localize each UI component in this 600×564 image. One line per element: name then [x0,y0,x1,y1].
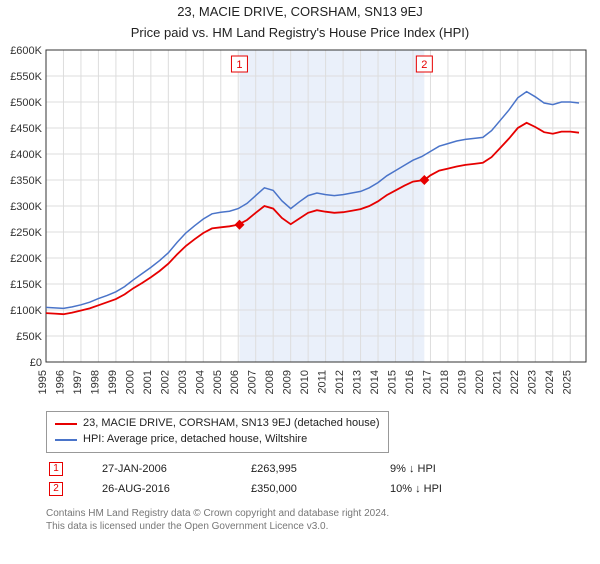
y-tick-label: £300K [10,201,42,213]
x-tick-label: 2014 [369,370,381,394]
x-tick-label: 2013 [352,370,364,394]
x-tick-label: 2016 [404,370,416,394]
x-tick-label: 1995 [37,370,49,394]
sale-marker-cell: 1 [48,461,93,477]
x-tick-label: 2025 [561,370,573,394]
sale-row: 2 26-AUG-2016 £350,000 10% ↓ HPI [48,481,472,497]
x-tick-label: 2022 [509,370,521,394]
sale-date: 26-AUG-2016 [101,482,242,496]
legend-item-subject: 23, MACIE DRIVE, CORSHAM, SN13 9EJ (deta… [55,416,380,432]
x-tick-label: 2001 [142,370,154,394]
legend-label: 23, MACIE DRIVE, CORSHAM, SN13 9EJ (deta… [83,416,380,432]
x-tick-label: 2021 [491,370,503,394]
y-tick-label: £350K [10,175,42,187]
x-tick-label: 2000 [124,370,136,394]
chart-subtitle: Price paid vs. HM Land Registry's House … [0,25,600,42]
sale-marker-icon: 2 [49,482,63,496]
attribution-footer: Contains HM Land Registry data © Crown c… [46,507,600,534]
x-tick-label: 2006 [229,370,241,394]
sales-table: 1 27-JAN-2006 £263,995 9% ↓ HPI 2 26-AUG-2016… [46,459,600,503]
x-tick-label: 2009 [282,370,294,394]
x-tick-label: 2007 [247,370,259,394]
x-tick-label: 1997 [72,370,84,394]
x-tick-label: 1996 [54,370,66,394]
x-tick-label: 2018 [439,370,451,394]
footer-line-1: Contains HM Land Registry data © Crown c… [46,507,600,521]
x-tick-label: 2012 [334,370,346,394]
sale-marker-num-1: 1 [236,59,242,71]
legend: 23, MACIE DRIVE, CORSHAM, SN13 9EJ (deta… [46,411,389,453]
y-tick-label: £200K [10,253,42,265]
x-tick-label: 2019 [456,370,468,394]
sale-row: 1 27-JAN-2006 £263,995 9% ↓ HPI [48,461,472,477]
x-tick-label: 2004 [194,370,206,394]
y-tick-label: £400K [10,149,42,161]
x-tick-label: 1999 [107,370,119,394]
footer-line-2: This data is licensed under the Open Gov… [46,520,600,534]
x-tick-label: 2008 [264,370,276,394]
chart-title: 23, MACIE DRIVE, CORSHAM, SN13 9EJ [0,4,600,21]
sale-date: 27-JAN-2006 [101,462,242,476]
y-tick-label: £500K [10,97,42,109]
y-tick-label: £250K [10,227,42,239]
sale-delta: 9% ↓ HPI [389,462,466,476]
x-tick-label: 2015 [387,370,399,394]
x-tick-label: 2003 [177,370,189,394]
x-tick-label: 2002 [159,370,171,394]
y-tick-label: £150K [10,279,42,291]
legend-item-hpi: HPI: Average price, detached house, Wilt… [55,432,380,448]
legend-swatch [55,439,77,441]
x-tick-label: 2023 [526,370,538,394]
sale-marker-cell: 2 [48,481,93,497]
price-chart: £0 £50K £100K £150K £200K £250K £300K £350K £400… [0,42,600,407]
x-tick-label: 2005 [212,370,224,394]
legend-label: HPI: Average price, detached house, Wilt… [83,432,307,448]
sale-price: £350,000 [250,482,381,496]
y-tick-label: £550K [10,71,42,83]
y-tick-label: £100K [10,305,42,317]
x-tick-label: 2017 [421,370,433,394]
sale-delta: 10% ↓ HPI [389,482,472,496]
y-tick-label: £600K [10,45,42,57]
x-tick-label: 2011 [317,370,329,394]
x-tick-label: 1998 [89,370,101,394]
sale-marker-num-2: 2 [421,59,427,71]
x-tick-label: 2020 [474,370,486,394]
sale-price: £263,995 [250,462,381,476]
y-tick-label: £50K [16,331,42,343]
y-tick-label: £0 [30,357,42,369]
x-tick-label: 2024 [544,370,556,394]
x-tick-label: 2010 [299,370,311,394]
y-tick-label: £450K [10,123,42,135]
sale-marker-icon: 1 [49,462,63,476]
legend-swatch [55,423,77,425]
